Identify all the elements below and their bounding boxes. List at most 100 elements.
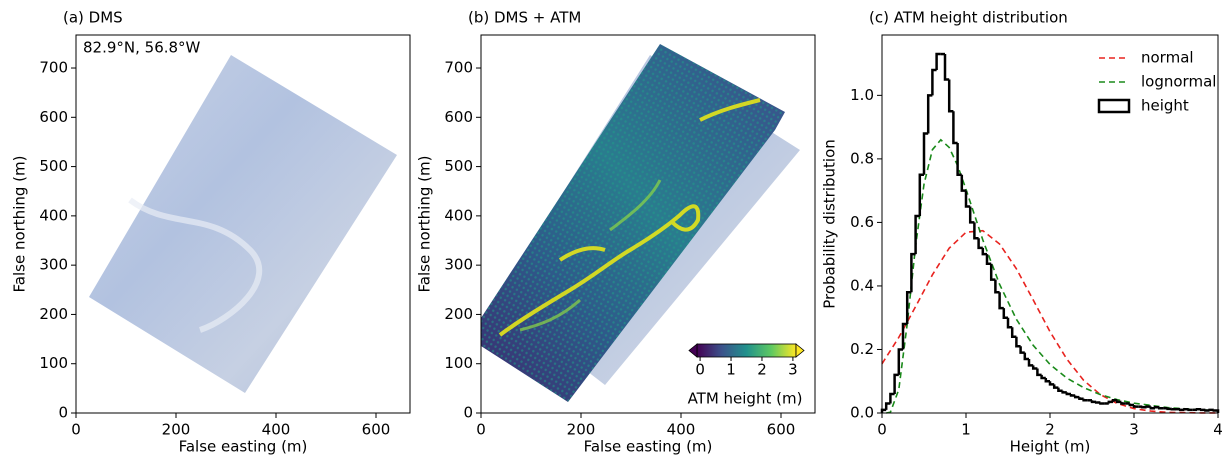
- histogram-step: [973, 222, 979, 240]
- histogram-step: [926, 94, 933, 134]
- histogram-step: [952, 111, 958, 145]
- histogram-step: [968, 206, 975, 224]
- y-tick-label: 700: [444, 59, 473, 77]
- histogram-step: [1065, 392, 1071, 396]
- colorbar-tick-label: 3: [788, 361, 798, 379]
- histogram-step: [1183, 407, 1189, 411]
- panel-title: (a) DMS: [63, 9, 123, 27]
- histogram-step: [922, 132, 929, 175]
- colorbar: [696, 343, 797, 358]
- histogram-step: [1019, 346, 1025, 354]
- y-tick-label: 200: [39, 305, 68, 323]
- axes-frame: [75, 34, 411, 414]
- histogram-step: [1090, 400, 1097, 404]
- y-tick-label: 400: [444, 206, 473, 224]
- atm-swath-dots: [481, 44, 785, 402]
- x-tick-label: 0: [476, 421, 486, 439]
- y-tick-label: 0.2: [850, 340, 874, 358]
- legend-label: normal: [1141, 49, 1194, 67]
- y-tick-label: 0: [58, 404, 68, 422]
- histogram-step: [1040, 374, 1046, 380]
- histogram-step: [1208, 408, 1214, 412]
- histogram-step: [1069, 393, 1076, 397]
- y-tick-label: 100: [444, 354, 473, 372]
- legend-label: height: [1141, 97, 1189, 115]
- colorbar-tick-label: 2: [757, 361, 767, 379]
- y-axis-label: False northing (m): [416, 156, 434, 293]
- x-tick-label: 600: [767, 421, 796, 439]
- histogram-step: [1078, 397, 1084, 400]
- histogram-step: [1149, 406, 1155, 410]
- histogram-step: [1044, 378, 1050, 383]
- histogram-step: [1006, 317, 1013, 329]
- x-tick-label: 3: [1129, 421, 1139, 439]
- y-tick-label: 100: [39, 354, 68, 372]
- histogram-step: [1132, 405, 1139, 408]
- histogram-step: [884, 402, 891, 410]
- histogram-step: [935, 52, 941, 70]
- histogram-step: [1199, 408, 1206, 412]
- histogram-step: [1073, 395, 1080, 399]
- histogram-step: [994, 279, 1000, 294]
- y-tick-label: 600: [444, 108, 473, 126]
- histogram-step: [998, 292, 1004, 310]
- histogram-step: [1166, 407, 1172, 411]
- histogram-step: [1157, 406, 1164, 410]
- histogram-step: [943, 54, 950, 81]
- dms-mosaic: [89, 55, 397, 393]
- histogram-step: [956, 143, 962, 177]
- y-tick-label: 1.0: [850, 86, 874, 104]
- histogram-step: [889, 392, 895, 404]
- panel-title: (c) ATM height distribution: [869, 9, 1068, 27]
- histogram-step: [905, 291, 912, 325]
- histogram-step: [914, 214, 920, 255]
- histogram-step: [1031, 365, 1038, 370]
- histogram-step: [1111, 399, 1118, 402]
- histogram-step: [1023, 352, 1029, 361]
- y-tick-label: 300: [39, 256, 68, 274]
- histogram-step: [977, 238, 983, 250]
- histogram-step: [931, 68, 937, 96]
- x-axis-label: False easting (m): [584, 438, 713, 456]
- histogram-step: [1128, 403, 1134, 407]
- y-axis-label: Probability distribution: [821, 139, 839, 309]
- x-tick-label: 1: [961, 421, 971, 439]
- atm-ridge-edge: [519, 179, 662, 332]
- histogram-step: [1027, 359, 1034, 367]
- histogram-step: [981, 247, 987, 256]
- x-axis-label: False easting (m): [179, 438, 308, 456]
- x-tick-label: 0: [877, 421, 887, 439]
- histogram-step: [901, 322, 908, 350]
- histogram-step: [897, 348, 903, 375]
- colorbar-tick-label: 1: [726, 361, 736, 379]
- x-tick-label: 400: [667, 421, 696, 439]
- histogram-step: [1120, 401, 1126, 405]
- histogram-step: [1115, 400, 1122, 404]
- x-axis-label: Height (m): [1010, 438, 1091, 456]
- y-tick-label: 0.8: [850, 149, 874, 167]
- x-tick-label: 200: [162, 421, 191, 439]
- histogram-step: [1107, 400, 1113, 404]
- histogram-step: [1204, 409, 1210, 412]
- histogram-step: [1099, 402, 1105, 405]
- colorbar-tick-label: 0: [695, 361, 705, 379]
- legend-label: lognormal: [1141, 73, 1216, 91]
- dms-image-a: [89, 55, 397, 393]
- x-tick-label: 4: [1213, 421, 1222, 439]
- y-tick-label: 500: [444, 157, 473, 175]
- colorbar-extend-high: [795, 343, 805, 358]
- histogram-step: [1036, 368, 1042, 377]
- histogram-step: [1141, 406, 1147, 409]
- ridge-texture: [128, 197, 263, 333]
- histogram-step: [1061, 390, 1067, 394]
- y-tick-label: 0: [463, 404, 473, 422]
- fit-line: [881, 229, 1219, 414]
- histogram-step: [1082, 398, 1088, 402]
- y-tick-label: 0.6: [850, 213, 874, 231]
- colorbar-extend-low: [688, 343, 698, 358]
- histogram-step: [1052, 384, 1059, 389]
- y-tick-label: 600: [39, 108, 68, 126]
- fit-line: [886, 138, 1219, 414]
- histogram-step: [1010, 327, 1017, 339]
- y-tick-label: 0.0: [850, 404, 874, 422]
